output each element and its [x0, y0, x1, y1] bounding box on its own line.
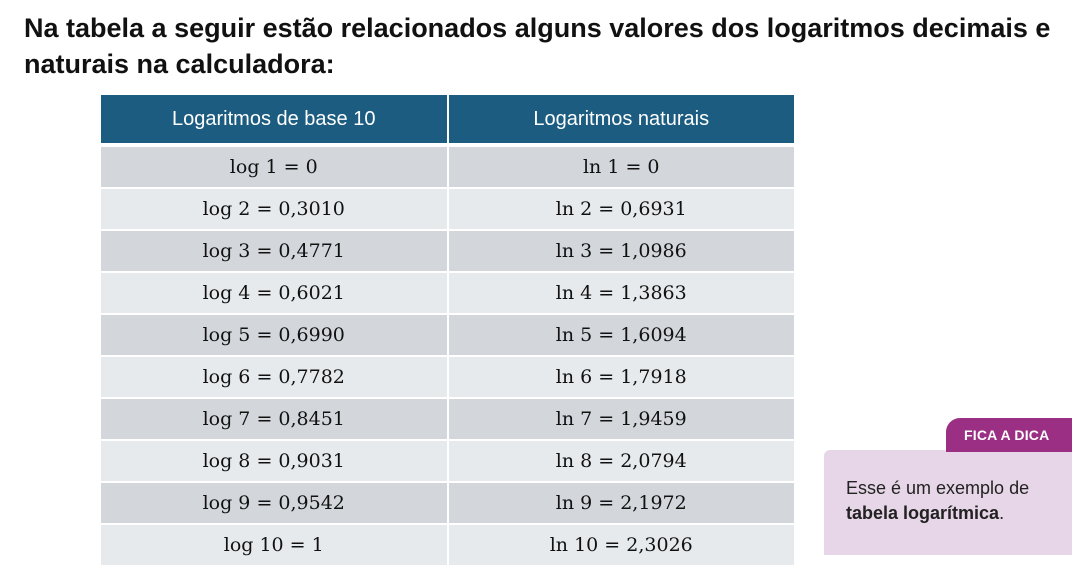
ln-cell: ln 2 = 0,6931 [447, 188, 794, 231]
ln-cell: ln 8 = 2,0794 [447, 440, 794, 483]
ln-cell: ln 1 = 0 [447, 145, 794, 189]
log10-cell: log 6 = 0,7782 [101, 356, 449, 399]
ln-cell: ln 9 = 2,1972 [447, 482, 794, 525]
tip-text-end: . [999, 503, 1005, 523]
header-natural-log: Logaritmos naturais [447, 95, 794, 147]
table-row: log 8 = 0,9031 ln 8 = 2,0794 [101, 440, 794, 483]
table-row: log 10 = 1 ln 10 = 2,3026 [101, 524, 794, 567]
table-row: log 4 = 0,6021 ln 4 = 1,3863 [101, 272, 794, 315]
ln-cell: ln 3 = 1,0986 [447, 230, 794, 273]
table-row: log 1 = 0 ln 1 = 0 [101, 145, 794, 189]
header-log-base-10: Logaritmos de base 10 [101, 95, 449, 147]
tip-text: Esse é um exemplo de tabela logarítmica. [846, 476, 1072, 526]
log10-cell: log 10 = 1 [101, 524, 449, 567]
table-row: log 9 = 0,9542 ln 9 = 2,1972 [101, 482, 794, 525]
log10-cell: log 7 = 0,8451 [101, 398, 449, 441]
table-header-row: Logaritmos de base 10 Logaritmos naturai… [101, 95, 794, 147]
table-row: log 3 = 0,4771 ln 3 = 1,0986 [101, 230, 794, 273]
ln-cell: ln 4 = 1,3863 [447, 272, 794, 315]
log10-cell: log 5 = 0,6990 [101, 314, 449, 357]
log10-cell: log 3 = 0,4771 [101, 230, 449, 273]
table-body: log 1 = 0 ln 1 = 0 log 2 = 0,3010 ln 2 =… [101, 145, 794, 567]
tip-text-start: Esse é um exemplo de [846, 478, 1030, 498]
log10-cell: log 1 = 0 [101, 145, 449, 189]
ln-cell: ln 6 = 1,7918 [447, 356, 794, 399]
page-heading: Na tabela a seguir estão relacionados al… [24, 13, 1051, 79]
ln-cell: ln 7 = 1,9459 [447, 398, 794, 441]
tip-text-bold: tabela logarítmica [846, 503, 1000, 523]
table-row: log 7 = 0,8451 ln 7 = 1,9459 [101, 398, 794, 441]
log10-cell: log 2 = 0,3010 [101, 188, 449, 231]
logarithm-table: Logaritmos de base 10 Logaritmos naturai… [101, 95, 794, 567]
tip-badge: FICA A DICA [946, 418, 1072, 452]
log10-cell: log 4 = 0,6021 [101, 272, 449, 315]
log10-cell: log 9 = 0,9542 [101, 482, 449, 525]
table-head: Logaritmos de base 10 Logaritmos naturai… [101, 95, 794, 147]
ln-cell: ln 5 = 1,6094 [447, 314, 794, 357]
tip-box: Esse é um exemplo de tabela logarítmica. [824, 450, 1072, 555]
table-row: log 2 = 0,3010 ln 2 = 0,6931 [101, 188, 794, 231]
log10-cell: log 8 = 0,9031 [101, 440, 449, 483]
ln-cell: ln 10 = 2,3026 [447, 524, 794, 567]
table-row: log 5 = 0,6990 ln 5 = 1,6094 [101, 314, 794, 357]
table-row: log 6 = 0,7782 ln 6 = 1,7918 [101, 356, 794, 399]
